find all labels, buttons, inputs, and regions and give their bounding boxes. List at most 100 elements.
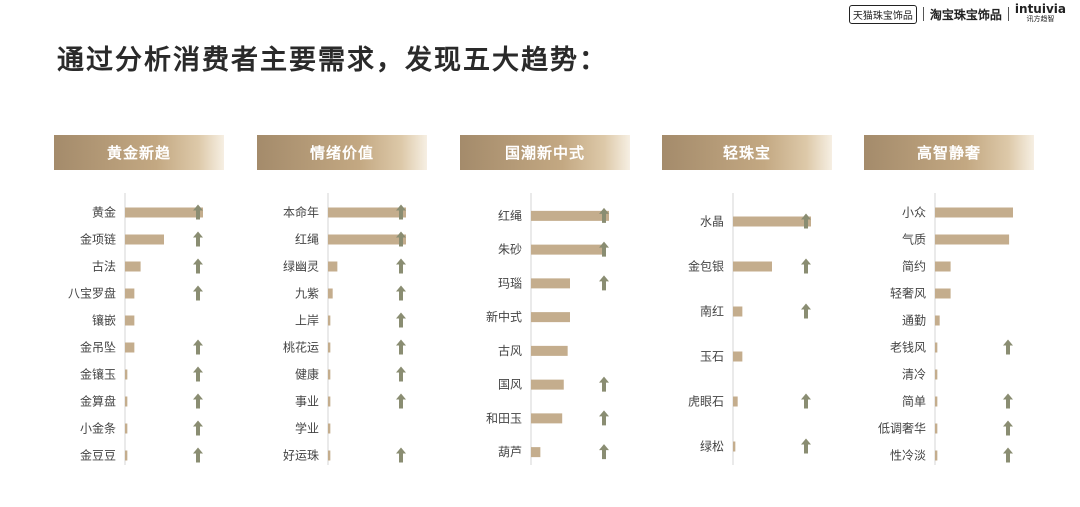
panel-header: 情绪价值 [257, 135, 427, 170]
category-label: 葫芦 [498, 445, 522, 459]
data-bar [935, 396, 938, 407]
category-label: 金算盘 [80, 394, 116, 409]
category-label: 小金条 [80, 421, 116, 436]
trend-up-arrow-icon [396, 312, 406, 328]
trend-up-arrow-icon [396, 204, 406, 220]
trend-up-arrow-icon [1003, 420, 1013, 436]
category-label: 气质 [902, 232, 926, 247]
category-label: 黄金 [92, 205, 116, 220]
trend-panel-light-jewelry: 轻珠宝 水晶 金包银 南红 玉石 虎眼石 绿松 [662, 135, 842, 507]
data-bar [935, 450, 938, 461]
data-bar [125, 207, 203, 218]
category-label: 绿幽灵 [283, 259, 319, 274]
category-label: 简单 [902, 395, 926, 409]
trend-up-arrow-icon [599, 444, 609, 460]
tmall-logo: 天猫珠宝饰品 [848, 4, 917, 24]
data-bar [125, 450, 128, 461]
trend-up-arrow-icon [801, 393, 811, 409]
trend-up-arrow-icon [801, 438, 811, 454]
trend-up-arrow-icon [193, 447, 203, 463]
category-label: 玛瑙 [498, 276, 522, 290]
data-bar [935, 315, 940, 326]
data-bar [328, 261, 338, 272]
data-bar [328, 396, 331, 407]
category-label: 古风 [498, 343, 522, 358]
trend-up-arrow-icon [396, 339, 406, 355]
data-bar [733, 441, 736, 452]
category-label: 红绳 [498, 208, 522, 223]
trend-up-arrow-icon [396, 447, 406, 463]
data-bar [733, 261, 772, 272]
data-bar [733, 216, 811, 227]
category-label: 事业 [295, 395, 319, 409]
trend-up-arrow-icon [193, 393, 203, 409]
taobao-logo: 淘宝珠宝饰品 [929, 7, 1002, 22]
trend-up-arrow-icon [193, 285, 203, 301]
trend-up-arrow-icon [193, 258, 203, 274]
data-bar [733, 306, 743, 317]
trend-up-arrow-icon [1003, 393, 1013, 409]
data-bar [733, 351, 743, 362]
category-label: 好运珠 [283, 449, 319, 463]
trend-panel-emotion: 情绪价值 本命年 红绳 绿幽灵 九紫 上岸 桃花运 健康 事业 学业 好运珠 [257, 135, 437, 507]
category-label: 轻奢风 [890, 287, 926, 301]
data-bar [733, 396, 738, 407]
data-bar [125, 369, 128, 380]
category-label: 国风 [498, 378, 522, 392]
data-bar [125, 261, 141, 272]
trend-up-arrow-icon [801, 258, 811, 274]
data-bar [935, 288, 951, 299]
data-bar [935, 423, 938, 434]
brand-logos: 天猫珠宝饰品 淘宝珠宝饰品 intuivia 讯方趋智 [848, 3, 1066, 24]
data-bar [328, 450, 331, 461]
data-bar [935, 234, 1010, 245]
trend-up-arrow-icon [1003, 447, 1013, 463]
trend-up-arrow-icon [801, 213, 811, 229]
data-bar [531, 447, 541, 458]
data-bar [531, 379, 564, 390]
trend-up-arrow-icon [599, 241, 609, 257]
trend-panel-quiet-luxury: 高智静奢 小众 气质 简约 轻奢风 通勤 老钱风 清冷 简单 低调奢华 性冷淡 [864, 135, 1044, 507]
trend-up-arrow-icon [599, 376, 609, 392]
category-label: 水晶 [700, 215, 724, 229]
data-bar [328, 234, 406, 245]
data-bar [328, 423, 331, 434]
category-label: 本命年 [283, 205, 319, 220]
category-label: 九紫 [295, 287, 319, 301]
category-label: 桃花运 [283, 340, 319, 355]
category-label: 南红 [700, 304, 724, 319]
logo-divider [922, 7, 924, 21]
category-label: 简约 [902, 259, 926, 274]
data-bar [125, 288, 135, 299]
panel-header: 国潮新中式 [460, 135, 630, 170]
trend-up-arrow-icon [396, 231, 406, 247]
category-label: 低调奢华 [878, 422, 926, 436]
data-bar [935, 342, 938, 353]
data-bar [125, 342, 135, 353]
trend-up-arrow-icon [396, 258, 406, 274]
data-bar [531, 278, 570, 289]
category-label: 玉石 [700, 350, 724, 364]
category-label: 和田玉 [486, 411, 522, 425]
trend-up-arrow-icon [193, 420, 203, 436]
trend-up-arrow-icon [193, 231, 203, 247]
trend-panel-guochao: 国潮新中式 红绳 朱砂 玛瑙 新中式 古风 国风 和田玉 葫芦 [460, 135, 640, 507]
trend-panel-gold: 黄金新趋 黄金 金项链 古法 八宝罗盘 镶嵌 金吊坠 金镶玉 金算盘 小金条 金豆豆 [54, 135, 234, 507]
category-label: 健康 [295, 367, 319, 382]
category-label: 虎眼石 [688, 395, 724, 409]
category-label: 八宝罗盘 [68, 286, 116, 301]
trend-up-arrow-icon [396, 285, 406, 301]
category-label: 金豆豆 [80, 448, 116, 463]
data-bar [328, 315, 331, 326]
category-label: 性冷淡 [890, 449, 926, 463]
category-label: 小众 [902, 206, 926, 220]
trend-up-arrow-icon [599, 207, 609, 223]
data-bar [531, 312, 570, 323]
category-label: 红绳 [295, 232, 319, 247]
trend-up-arrow-icon [599, 275, 609, 291]
data-bar [125, 423, 128, 434]
data-bar [531, 210, 609, 221]
